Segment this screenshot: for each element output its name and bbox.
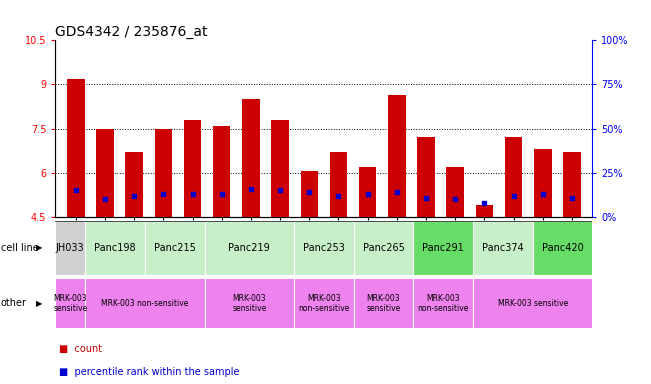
Text: JH033: JH033: [56, 243, 85, 253]
Bar: [184, 120, 201, 217]
Bar: [145, 221, 204, 275]
Text: MRK-003
non-sensitive: MRK-003 non-sensitive: [298, 294, 350, 313]
Bar: [534, 149, 551, 217]
Text: Panc420: Panc420: [542, 243, 583, 253]
Bar: [242, 99, 260, 217]
Bar: [55, 278, 85, 328]
Text: other: other: [1, 298, 27, 308]
Bar: [85, 221, 145, 275]
Bar: [294, 278, 353, 328]
Bar: [413, 221, 473, 275]
Bar: [473, 278, 592, 328]
Bar: [353, 278, 413, 328]
Text: ▶: ▶: [36, 299, 42, 308]
Text: Panc253: Panc253: [303, 243, 345, 253]
Bar: [505, 137, 522, 217]
Bar: [388, 95, 406, 217]
Text: cell line: cell line: [1, 243, 38, 253]
Text: Panc219: Panc219: [229, 243, 270, 253]
Bar: [204, 278, 294, 328]
Bar: [447, 167, 464, 217]
Bar: [563, 152, 581, 217]
Bar: [55, 221, 85, 275]
Text: Panc215: Panc215: [154, 243, 195, 253]
Bar: [154, 129, 172, 217]
Text: MRK-003
sensitive: MRK-003 sensitive: [232, 294, 266, 313]
Bar: [413, 278, 473, 328]
Bar: [213, 126, 230, 217]
Text: ■  percentile rank within the sample: ■ percentile rank within the sample: [59, 367, 239, 377]
Text: Panc374: Panc374: [482, 243, 524, 253]
Bar: [533, 221, 592, 275]
Bar: [294, 221, 353, 275]
Bar: [301, 171, 318, 217]
Bar: [353, 221, 413, 275]
Text: ▶: ▶: [36, 243, 42, 252]
Bar: [476, 205, 493, 217]
Text: MRK-003 non-sensitive: MRK-003 non-sensitive: [101, 299, 189, 308]
Text: MRK-003
sensitive: MRK-003 sensitive: [367, 294, 400, 313]
Bar: [329, 152, 347, 217]
Bar: [359, 167, 376, 217]
Text: MRK-003
non-sensitive: MRK-003 non-sensitive: [417, 294, 469, 313]
Text: GDS4342 / 235876_at: GDS4342 / 235876_at: [55, 25, 208, 39]
Bar: [85, 278, 204, 328]
Text: MRK-003
sensitive: MRK-003 sensitive: [53, 294, 87, 313]
Bar: [67, 79, 85, 217]
Bar: [96, 129, 114, 217]
Text: MRK-003 sensitive: MRK-003 sensitive: [497, 299, 568, 308]
Bar: [473, 221, 533, 275]
Text: Panc291: Panc291: [422, 243, 464, 253]
Bar: [126, 152, 143, 217]
Bar: [204, 221, 294, 275]
Text: Panc265: Panc265: [363, 243, 404, 253]
Text: ■  count: ■ count: [59, 344, 102, 354]
Bar: [271, 120, 289, 217]
Text: Panc198: Panc198: [94, 243, 136, 253]
Bar: [417, 137, 435, 217]
